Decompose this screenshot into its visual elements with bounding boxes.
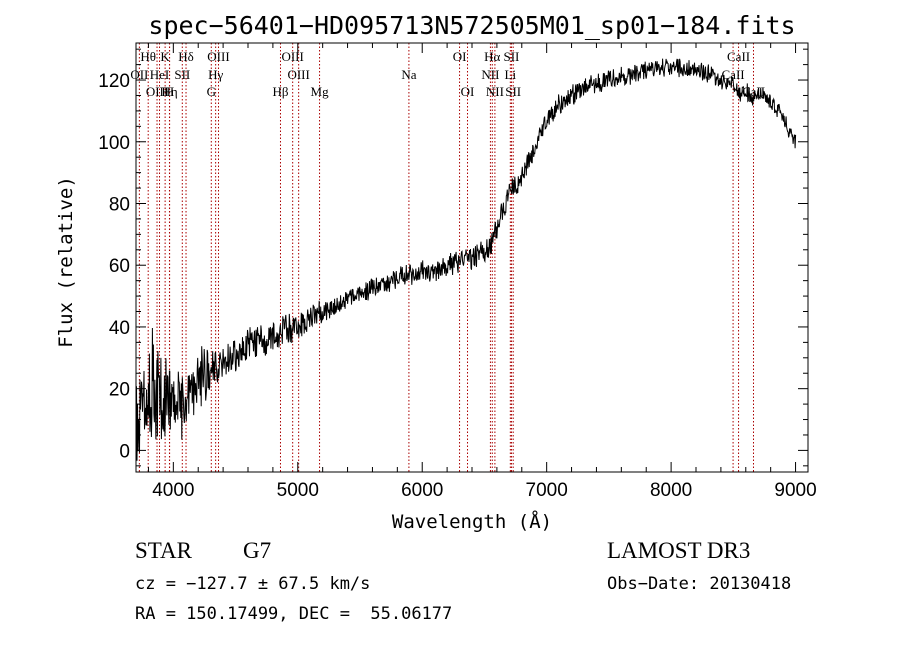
- spectral-line-label: OIII: [281, 49, 303, 64]
- spectral-line-label: H: [165, 84, 174, 99]
- y-axis-label: Flux (relative): [55, 176, 77, 348]
- x-tick-label: 4000: [152, 480, 194, 501]
- observation-date: Obs−Date: 20130418: [607, 574, 792, 594]
- spectral-line-label: CaII: [722, 67, 745, 82]
- spectral-line-label: HeI: [150, 67, 170, 82]
- spectral-line-label: Mg: [311, 84, 330, 99]
- spectral-line-label: Hα: [484, 49, 500, 64]
- spectral-line-label: NII: [486, 84, 504, 99]
- x-tick-label: 8000: [650, 480, 692, 501]
- y-tick-label: 100: [98, 133, 130, 154]
- spectral-line-label: OIII: [207, 49, 229, 64]
- spectral-line-label: SII: [174, 67, 190, 82]
- spectral-line-label: OII: [130, 67, 148, 82]
- y-tick-label: 40: [109, 318, 130, 339]
- x-tick-label: 6000: [401, 480, 443, 501]
- spectral-line-label: Li: [505, 67, 517, 82]
- y-tick-label: 20: [109, 380, 130, 401]
- y-tick-label: 120: [98, 71, 130, 92]
- survey-name: LAMOST DR3: [607, 538, 751, 563]
- spectral-line-label: G: [207, 84, 216, 99]
- spectral-line-markers: [138, 43, 754, 472]
- y-tick-label: 80: [109, 194, 130, 215]
- y-axis-ticks: 0 20 40 60 80 100 120: [98, 48, 808, 467]
- spectral-line-label: NII: [481, 67, 499, 82]
- spectral-line-label: Hθ: [140, 49, 156, 64]
- spectral-line-label: SII: [505, 84, 521, 99]
- spectral-line-label: Hγ: [208, 67, 223, 82]
- x-axis-ticks: 4000 5000 6000 7000 8000 9000: [147, 43, 817, 501]
- spectral-line-label: K: [160, 49, 170, 64]
- spectrum-line: [135, 58, 797, 461]
- spectral-line-label: SII: [504, 49, 520, 64]
- x-tick-label: 5000: [277, 480, 319, 501]
- sky-coordinates: RA = 150.17499, DEC = 55.06177: [135, 604, 453, 624]
- x-tick-label: 9000: [774, 480, 816, 501]
- spectral-line-label: OIII: [287, 67, 309, 82]
- object-class: STAR: [135, 538, 192, 563]
- redshift-velocity: cz = −127.7 ± 67.5 km/s: [135, 574, 371, 594]
- spectral-line-label: Hβ: [272, 84, 288, 99]
- chart-title: spec−56401−HD095713N572505M01_sp01−184.f…: [148, 11, 795, 40]
- spectral-line-label: CaII: [727, 49, 750, 64]
- x-tick-label: 7000: [526, 480, 568, 501]
- spectral-line-label: Hδ: [178, 49, 194, 64]
- x-axis-label: Wavelength (Å): [392, 510, 552, 533]
- spectral-line-label: Na: [401, 67, 416, 82]
- y-tick-label: 60: [109, 256, 130, 277]
- spectral-line-label: OI: [453, 49, 467, 64]
- spectral-line-label: OIII: [146, 84, 168, 99]
- spectral-line-label: Hη: [162, 84, 178, 99]
- spectral-line-label: OI: [461, 84, 475, 99]
- spectral-subclass: G7: [243, 538, 272, 563]
- spectrum-series: [135, 58, 797, 461]
- y-tick-label: 0: [119, 441, 130, 462]
